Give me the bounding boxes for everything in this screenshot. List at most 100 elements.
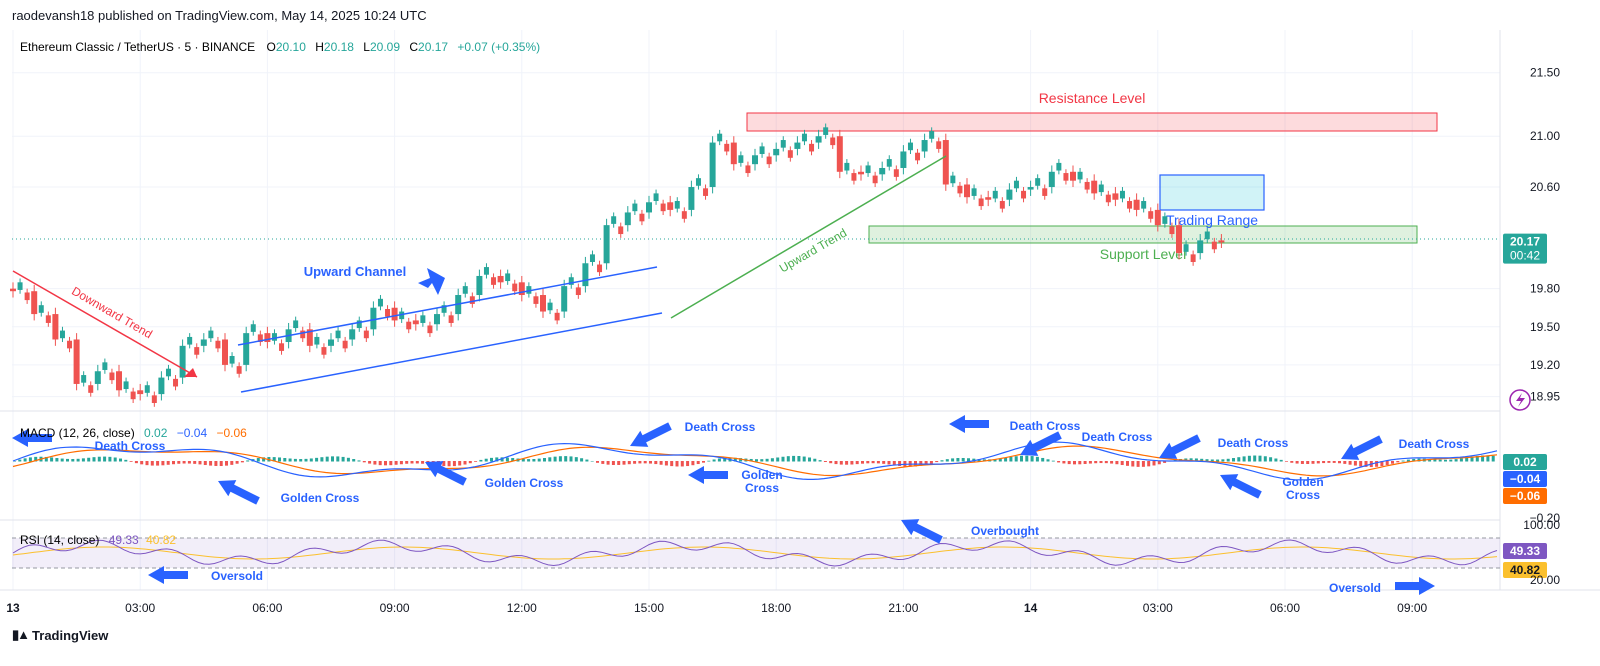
time-tick-label: 03:00 [125,601,155,615]
macd-histogram-bar [723,457,727,462]
candle-body [681,211,687,219]
candle-body [102,362,108,370]
time-axis[interactable]: 13 03:00 06:00 09:00 12:00 15:00 18:00 21:00 14 0… [6,601,1427,615]
replay-icon[interactable] [1509,389,1531,411]
death-cross-label: Death Cross [1082,430,1153,444]
macd-histogram-bar [288,458,292,462]
candle-body [24,292,30,301]
macd-pane[interactable] [12,441,1498,481]
time-tick-label: 03:00 [1143,601,1173,615]
macd-histogram-bar [55,458,59,462]
candle-body [144,385,150,393]
time-tick-label: 06:00 [1270,601,1300,615]
macd-value-label: −0.04 [1510,472,1541,486]
candle-body [279,343,285,351]
macd-histogram-bar [1067,461,1071,465]
macd-histogram-bar [1136,461,1140,467]
macd-histogram-bar [924,461,928,465]
resistance-zone[interactable] [746,112,1438,132]
candle-body [1162,216,1168,224]
rsi-value-badge [1503,562,1547,578]
downward-trend-line[interactable] [12,270,198,378]
macd-histogram-bar [97,456,101,462]
macd-histogram-bar [707,460,711,462]
death-cross-label: Death Cross [95,439,166,453]
macd-histogram-bar [1454,459,1458,462]
candle-body [158,377,165,395]
candle-body [335,330,341,339]
candle-body [1218,240,1225,243]
time-tick-label: 21:00 [888,601,918,615]
candles[interactable] [10,123,1225,407]
macd-histogram-bar [1258,455,1262,462]
candle-body [667,202,674,210]
macd-histogram-bar [802,456,806,462]
candle-body [603,225,610,264]
macd-histogram-bar [1110,461,1114,464]
candle-body [208,330,214,339]
candle-body [561,286,568,312]
macd-histogram-bar [60,458,64,462]
trading-range-box[interactable] [1159,174,1265,211]
macd-histogram-bar [193,461,197,464]
macd-histogram-bar [511,458,515,462]
rsi-value-badge [1503,543,1547,559]
candle-body [971,188,977,196]
macd-histogram-bar [389,461,393,466]
candle-body [893,169,899,177]
macd-histogram-bar [325,456,329,462]
candle-body [1077,171,1083,180]
macd-histogram-bar [1163,461,1167,463]
upward-channel-top[interactable] [237,266,658,346]
price-tick-label: 21.50 [1530,66,1560,80]
macd-histogram-bar [1274,458,1278,462]
macd-histogram-bar [81,458,85,462]
macd-histogram-bar [532,458,536,462]
macd-histogram-bar [839,461,843,465]
upward-channel-bottom[interactable] [240,312,663,393]
tradingview-logo[interactable]: ▮▲ TradingView [12,627,108,643]
upward-trend-line[interactable] [670,155,947,319]
macd-histogram-bar [479,459,483,462]
macd-histogram-bar [993,459,997,462]
candle-body [328,339,334,346]
macd-histogram-bar [834,461,838,465]
price-axis[interactable]: 21.50 21.00 20.60 19.80 19.50 19.20 18.95 20.17… [1503,66,1560,587]
macd-histogram-bar [633,461,637,464]
macd-histogram-bar [580,458,584,462]
candle-body [88,385,94,393]
macd-histogram-bar [781,456,785,462]
rsi-pane[interactable] [12,539,1498,567]
support-zone[interactable] [868,225,1418,244]
macd-histogram-bar [1380,461,1384,467]
macd-histogram-bar [611,461,615,465]
macd-histogram-bar [1189,458,1193,462]
candle-body [794,142,801,149]
macd-histogram-bar [786,456,790,462]
candle-body [370,307,377,330]
macd-histogram-bar [792,455,796,462]
candle-body [865,165,871,174]
macd-histogram-bar [617,461,621,465]
candle-body [992,190,998,199]
death-cross-label: Death Cross [1218,436,1289,450]
macd-histogram-bar [278,457,281,462]
candle-body [957,185,963,194]
candle-body [929,131,935,139]
macd-histogram-bar [1364,461,1368,467]
candle-body [533,296,539,304]
candle-body [81,375,87,383]
candle-body [356,320,362,329]
candle-body [915,152,921,161]
candle-body [526,286,532,294]
death-cross-label: Death Cross [1399,437,1470,451]
macd-histogram-bar [468,461,472,464]
candle-body [942,140,949,185]
macd-histogram-bar [129,461,133,462]
macd-histogram-bar [172,461,175,465]
upward-trend-label: Upward Trend [777,226,849,276]
macd-histogram-bar [537,458,541,462]
candle-body [766,156,772,165]
macd-histogram-bar [474,461,478,462]
